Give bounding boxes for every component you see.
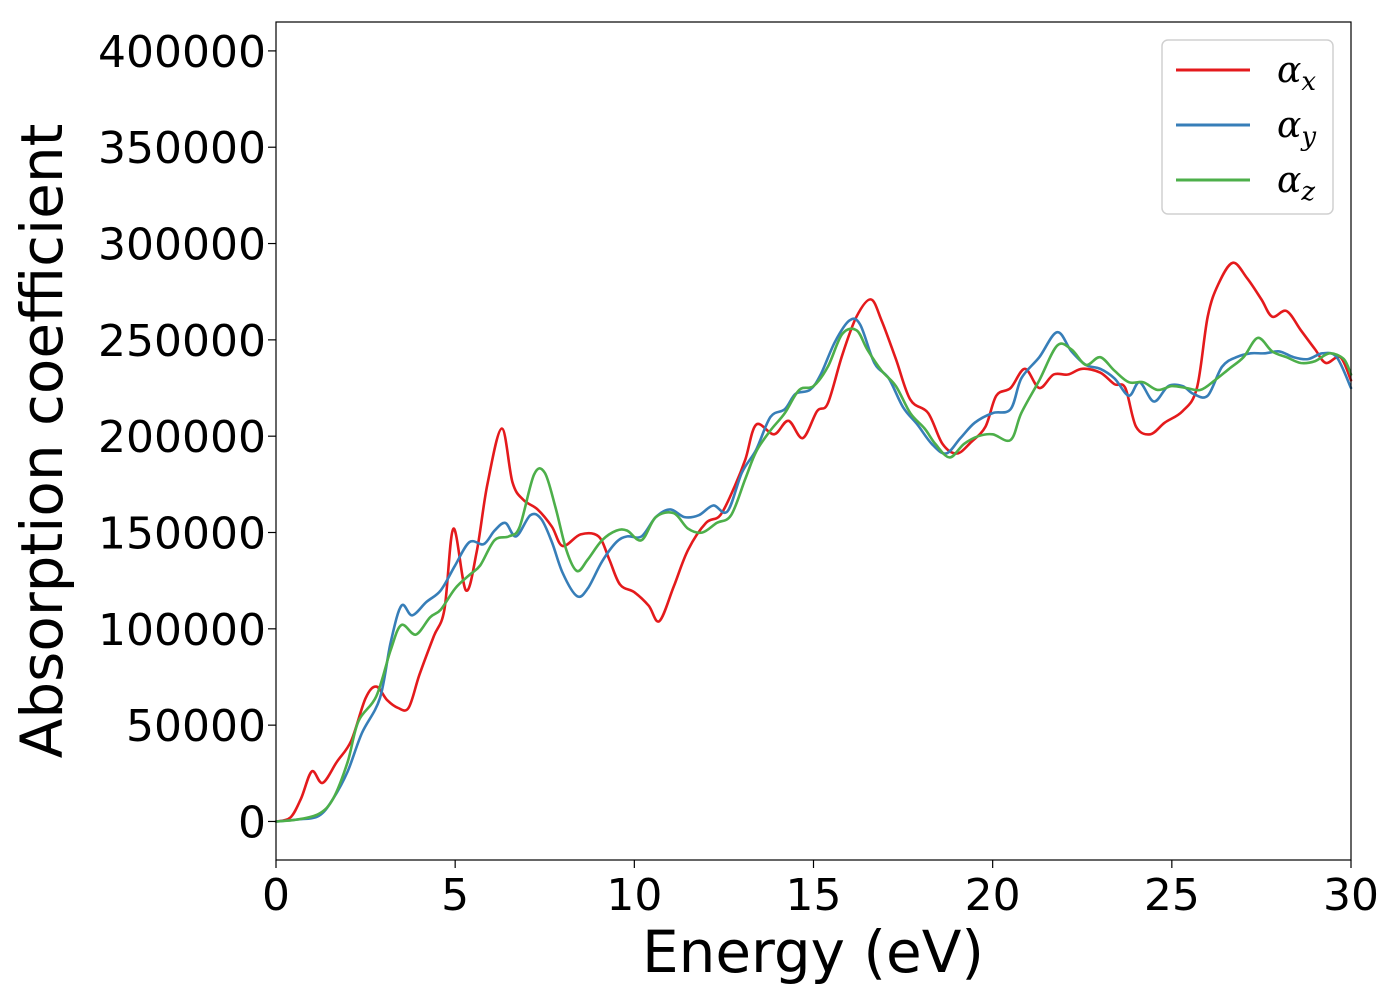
x-tick-label: 20 [965,870,1021,921]
x-tick-label: 0 [262,870,290,921]
legend-subscript: x [1301,67,1316,97]
y-tick-label: 0 [238,797,266,848]
legend-subscript: z [1300,177,1315,207]
x-axis-ticks: 0 5 10 15 20 25 30 [262,860,1379,921]
y-tick-label: 300000 [98,220,266,271]
x-tick-label: 25 [1144,870,1200,921]
y-tick-label: 400000 [98,27,266,78]
x-axis-label: Energy (eV) [642,918,984,986]
y-tick-label: 250000 [98,316,266,367]
y-tick-label: 150000 [98,509,266,560]
legend-box [1161,39,1334,215]
x-tick-label: 5 [441,870,469,921]
y-axis-ticks: 0 50000 100000 150000 200000 250000 300000 3500… [98,27,276,848]
legend-subscript: y [1300,122,1316,152]
y-tick-label: 350000 [98,123,266,174]
series-line-x [274,261,1353,823]
series-layer [274,261,1353,823]
x-tick-label: 15 [786,870,842,921]
y-tick-label: 50000 [126,701,266,752]
x-tick-label: 30 [1323,870,1379,921]
y-tick-label: 100000 [98,605,266,656]
legend-label-x: αx [1277,50,1316,97]
y-tick-label: 200000 [98,412,266,463]
series-line-z [274,327,1353,823]
y-axis-label: Absorption coefficient [8,124,76,759]
x-tick-label: 10 [606,870,662,921]
